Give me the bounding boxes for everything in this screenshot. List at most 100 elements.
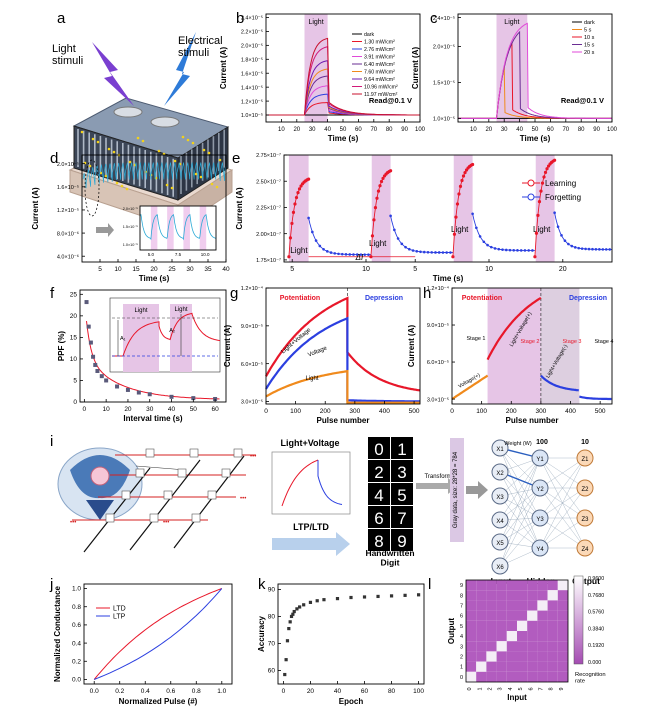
forgetting-point	[407, 247, 411, 251]
depression-label: Depression	[569, 295, 607, 302]
heatmap-cell	[506, 620, 517, 631]
x-tick-label: 100	[607, 127, 618, 133]
y-axis-label: PPF (%)	[57, 331, 66, 362]
forgetting-point	[389, 214, 392, 218]
accuracy-point	[376, 594, 380, 599]
y-tick-label: 1.0×10⁻⁵	[433, 116, 455, 123]
forgetting-point	[434, 251, 437, 254]
forgetting-point	[601, 248, 605, 251]
x-tick-label: 40	[334, 688, 342, 695]
ltp-curve	[94, 588, 223, 680]
legend-label: 9.64 mW/cm²	[364, 77, 395, 83]
hidden-node	[531, 539, 549, 557]
light-shade-label: Light	[451, 225, 469, 234]
bit-line	[129, 459, 201, 551]
learning-point	[376, 189, 381, 193]
axis-frame	[283, 154, 613, 263]
y-tick-label: 7	[460, 604, 463, 610]
heatmap-cell	[466, 641, 477, 652]
y-tick-label: 6.0×10⁻⁵	[241, 361, 263, 368]
heatmap-cell	[547, 671, 558, 682]
forgetting-point	[523, 249, 527, 252]
y-axis-label: Accuracy	[257, 615, 266, 652]
layer-label-output: Output	[572, 576, 600, 586]
forgetting-curve	[308, 217, 371, 256]
forgetting-curve	[390, 215, 453, 253]
input-node	[491, 487, 509, 505]
forgetting-curve	[472, 213, 535, 251]
colorbar-tick-label: 0.3840	[588, 626, 604, 632]
x-tick-label: 20	[485, 127, 492, 133]
heatmap-cell	[547, 661, 558, 672]
forgetting-point	[325, 250, 329, 253]
x-tick-label: 40	[516, 127, 523, 133]
input-node	[491, 557, 509, 575]
x-tick-label: 0	[83, 406, 87, 413]
ion-dot	[210, 182, 214, 186]
forgetting-point	[580, 247, 584, 250]
x-tick-label: 0	[264, 408, 268, 415]
light-shade	[453, 155, 473, 262]
heatmap-cell	[557, 641, 568, 652]
x-tick-label: 200	[320, 408, 331, 415]
heatmap-cell	[506, 580, 517, 591]
panel-l: 0 1 2 3 4 5 6 7 8 90123456789InputOutput0.96000.7…	[447, 575, 606, 702]
forgetting-point	[404, 245, 407, 249]
learning-point	[471, 162, 475, 167]
ion-dot	[115, 181, 119, 185]
ion-dot	[165, 183, 169, 187]
hidden-count-label: 100	[536, 439, 548, 446]
forgetting-point	[567, 242, 570, 246]
y-tick-label: 60	[268, 668, 276, 675]
accuracy-point	[308, 600, 313, 604]
heatmap-cell	[537, 631, 548, 642]
y-axis-label: Normalized Conductance	[53, 585, 62, 682]
node-label: X5	[496, 541, 504, 547]
forgetting-point	[322, 247, 325, 251]
y-tick-label: 9.0×10⁻⁵	[427, 322, 449, 329]
ion-dot	[170, 186, 174, 190]
memristor-cell	[177, 468, 187, 478]
light-shade	[371, 155, 391, 262]
x-tick-label: 500	[595, 408, 606, 415]
heatmap-cell	[496, 661, 507, 672]
data-point	[147, 392, 152, 397]
forgetting-point	[355, 253, 359, 256]
y-tick-label: 2.4×10⁻⁵	[433, 15, 455, 22]
weight-edge	[499, 487, 541, 567]
x-tick-label: 90	[593, 127, 600, 133]
x-tick-label: 30	[309, 127, 316, 133]
x-tick-label: 200	[506, 408, 517, 415]
forgetting-point	[449, 251, 452, 254]
input-node	[491, 533, 509, 551]
accuracy-point	[335, 596, 340, 601]
forgetting-point	[348, 253, 352, 256]
forgetting-point	[570, 244, 574, 248]
learning-point	[460, 178, 464, 183]
forgetting-point	[489, 245, 493, 249]
stage-2-curve	[486, 296, 542, 361]
heatmap-cell	[486, 651, 497, 662]
heatmap-cell	[506, 671, 517, 682]
heatmap-cell	[496, 651, 507, 662]
heatmap-cell	[486, 641, 497, 652]
y-tick-label: 0.2	[72, 658, 81, 665]
digit-glyph: 3	[397, 463, 406, 482]
forgetting-point	[393, 228, 396, 232]
heatmap-cell	[466, 651, 477, 662]
x-axis-label: Interval time (s)	[123, 414, 182, 423]
accuracy-point	[291, 612, 295, 616]
heatmap-cell	[506, 600, 517, 611]
data-point	[93, 362, 98, 367]
x-tick-label: 80	[386, 127, 393, 133]
x-tick-label: 20	[307, 688, 315, 695]
node-label: Z3	[581, 517, 589, 523]
ion-dot	[91, 137, 95, 141]
x-tick-label: 60	[211, 406, 219, 413]
inset-light-shade	[183, 206, 190, 250]
y-tick-label: 25	[70, 292, 78, 299]
stage-label: Stage 3	[563, 339, 582, 345]
zoom-arrow	[96, 223, 114, 237]
x-tick-label: 40	[222, 266, 230, 273]
pulse-train	[82, 162, 227, 189]
